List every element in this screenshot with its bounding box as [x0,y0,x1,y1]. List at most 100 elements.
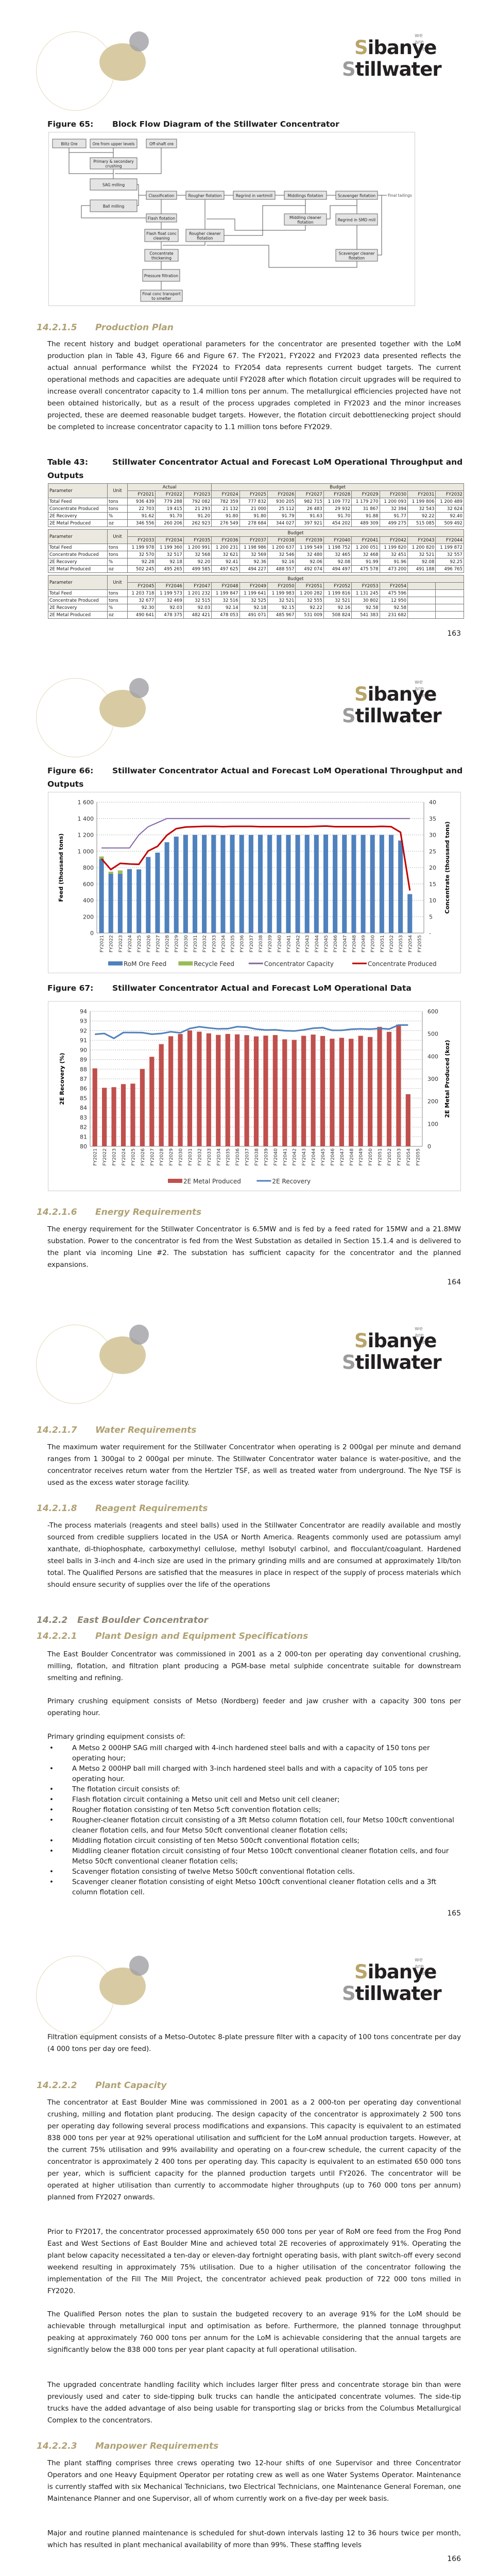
flow-box: Off-shaft ore [146,139,177,148]
x-tick-label: FY2047 [342,935,348,953]
logo-word-sibanye: Sibanye [354,1331,437,1350]
page-number: 166 [447,2555,461,2563]
flow-box-rect [90,139,138,148]
bar-rom-ore-feed [361,835,366,933]
y-tick-label: 93 [80,1018,87,1025]
cell-value: 490 641 [127,611,156,619]
bar-rom-ore-feed [211,835,216,933]
x-tick-label: FY2051 [380,935,385,953]
x-tick-label: FY2044 [315,935,320,953]
flow-box-rect [144,249,179,262]
cell-value: 32 480 [295,551,324,558]
bar-rom-ore-feed [333,835,338,933]
y2-tick-label: - [429,930,431,937]
x-tick-label: FY2027 [156,935,161,953]
cell-value: 496 765 [435,565,464,573]
x-tick-label: FY2046 [330,1148,335,1166]
cell-value: 91.20 [183,512,212,520]
row-parameter: 2E Recovery [48,558,108,566]
figure-number: Figure 67: [47,984,94,993]
bar-rom-ore-feed [146,857,151,933]
logo-initial: S [354,37,368,59]
y-tick-label: 1 000 [78,848,94,855]
table-row: Concentrate Produced tons 22 703 19 415 21 2… [48,505,464,513]
cell-value: 92.28 [127,558,156,566]
header-year: FY2021 [127,490,156,498]
x-tick-label: FY2040 [273,1148,279,1166]
cell-value: 22 703 [127,505,156,513]
legend-label: 2E Recovery [272,1178,311,1185]
bar-rom-ore-feed [99,859,104,933]
bar-rom-ore-feed [202,835,207,933]
list-item: Scavenger flotation consisting of twelve… [47,1867,461,1877]
cell-value: 1 199 360 [155,544,184,551]
bar-rom-ore-feed [407,894,413,933]
y2-tick-label: 35 [429,816,436,822]
heading-number: 14.2.1.6 [37,1207,77,1217]
bar-2e-metal-produced [282,1039,287,1146]
bar-recycle-feed [117,870,123,874]
bar-2e-metal-produced [292,1040,297,1146]
cell-value: 32 677 [127,597,156,604]
section-heading: 14.2.2.2 Plant Capacity [37,2080,167,2091]
y2-tick-label: 30 [429,832,436,839]
y-tick-label: 200 [83,913,94,920]
cell-value: 32 568 [183,551,212,558]
cell-value [407,589,436,597]
cell-value: 1 109 772 [323,498,352,505]
logo-word-stillwater: Stillwater [342,706,442,725]
table-group-header-row: Parameter Unit Budget [48,575,464,590]
y-tick-label: 82 [80,1124,87,1131]
cell-value: 92.18 [155,558,184,566]
flow-box-label: Rougher cleaner [189,231,221,236]
x-tick-label: FY2043 [302,1148,307,1166]
y2-tick-label: 500 [427,1031,438,1038]
header-parameter: Parameter [48,483,108,498]
table-group-header-row: Parameter Unit Budget [48,529,464,544]
y-tick-label: 89 [80,1057,87,1063]
cell-value: 91.77 [379,512,408,520]
cell-value: 32 543 [407,505,436,513]
x-tick-label: FY2032 [197,1148,202,1166]
line-concentrator-capacity [101,818,410,849]
cell-value: 1 200 637 [267,544,296,551]
cell-value: 92.08 [323,558,352,566]
decor-gray-circle [129,678,149,698]
row-parameter: Total Feed [48,589,108,597]
cell-value: 1 200 282 [295,589,324,597]
flow-box-label: Flash float conc [146,231,177,236]
y2-tick-label: 15 [429,881,436,888]
row-unit: % [107,558,128,566]
table-group-header-row: Parameter Unit Actual Budget [48,483,464,498]
table-row: 2E Recovery% 92.30 92.03 92.03 92.14 92.18 92.… [48,604,464,612]
logo-text: ibanye [367,683,437,705]
paragraph: The concentrator at East Boulder Mine wa… [47,2099,461,2201]
bar-rom-ore-feed [304,835,310,933]
header-year: FY2044 [435,536,464,544]
flow-box: Ore from upper levels [90,139,138,148]
row-unit: oz [107,611,128,619]
header-year: FY2048 [211,582,240,590]
cell-value: 494 227 [239,565,268,573]
heading-number: 14.2.1.8 [37,1503,77,1514]
x-tick-label: FY2039 [268,935,273,953]
cell-value: 262 923 [183,519,212,527]
page-163: we are one Sibanye Stillwater Figure 65: Bl… [0,0,497,647]
cell-value: 1 199 641 [239,589,268,597]
cell-value: 495 265 [155,565,184,573]
header-year: FY2032 [435,490,464,498]
bar-2e-metal-produced [140,1069,145,1146]
x-tick-label: FY2022 [109,935,114,953]
row-unit: tons [107,505,128,513]
flow-box-label: Pressure filtration [144,274,178,278]
x-tick-label: FY2029 [169,1148,174,1166]
paragraph: Prior to FY2017, the concentrator proces… [47,2228,461,2295]
cell-value [435,597,464,604]
heading-title: Reagent Requirements [95,1503,208,1514]
legend-label: 2E Metal Produced [183,1178,241,1185]
flow-box-label: thickening [151,256,172,261]
x-tick-label: FY2032 [202,935,208,953]
logo-text: ibanye [367,37,437,59]
flow-box: Regrind in vertimill [233,191,276,200]
flow-box-label: Primary & secondary [93,159,134,164]
